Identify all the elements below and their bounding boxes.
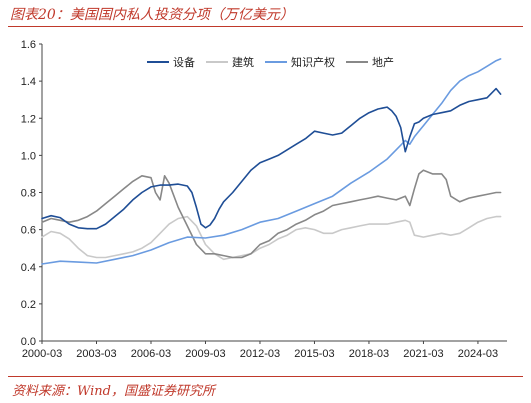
x-tick-label: 2003-03 <box>76 348 116 360</box>
y-tick-label: 0.4 <box>21 262 36 274</box>
y-tick-label: 0.8 <box>21 188 36 200</box>
legend-label-1: 建筑 <box>232 55 254 69</box>
x-tick-label: 2000-03 <box>22 348 62 360</box>
x-tick-label: 2024-03 <box>458 348 498 360</box>
x-tick-label: 2009-03 <box>185 348 225 360</box>
chart-legend: 设备 建筑 知识产权 地产 <box>147 55 394 69</box>
line-chart: 0.0 0.2 0.4 0.6 0.8 1.0 1.2 1.4 1.6 2000-03 2003-0… <box>21 39 507 360</box>
title-divider <box>8 26 523 27</box>
y-tick-label: 0.2 <box>21 299 36 311</box>
y-tick-label: 0.6 <box>21 225 36 237</box>
chart-axes: 0.0 0.2 0.4 0.6 0.8 1.0 1.2 1.4 1.6 2000-03 2003-0… <box>21 39 507 360</box>
y-tick-label: 0.0 <box>21 336 36 348</box>
series-line-1 <box>41 215 502 261</box>
x-tick-label: 2006-03 <box>131 348 171 360</box>
chart-title: 图表20：美国国内私人投资分项（万亿美元） <box>10 7 294 23</box>
x-tick-label: 2012-03 <box>240 348 280 360</box>
series-line-3 <box>41 169 502 259</box>
series-line-0 <box>41 87 502 230</box>
y-tick-label: 1.6 <box>21 39 36 51</box>
x-tick-label: 2018-03 <box>349 348 389 360</box>
series-line-2 <box>41 58 502 265</box>
source-note: 资料来源：Wind，国盛证券研究所 <box>12 384 215 399</box>
y-tick-label: 1.4 <box>21 76 36 88</box>
y-tick-label: 1.2 <box>21 113 36 125</box>
chart-series <box>41 58 502 265</box>
legend-label-3: 地产 <box>372 55 394 69</box>
y-tick-label: 1.0 <box>21 150 36 162</box>
x-tick-label: 2015-03 <box>294 348 334 360</box>
legend-label-2: 知识产权 <box>291 55 335 69</box>
source-divider <box>8 376 523 377</box>
x-tick-label: 2021-03 <box>403 348 443 360</box>
legend-label-0: 设备 <box>173 55 195 69</box>
